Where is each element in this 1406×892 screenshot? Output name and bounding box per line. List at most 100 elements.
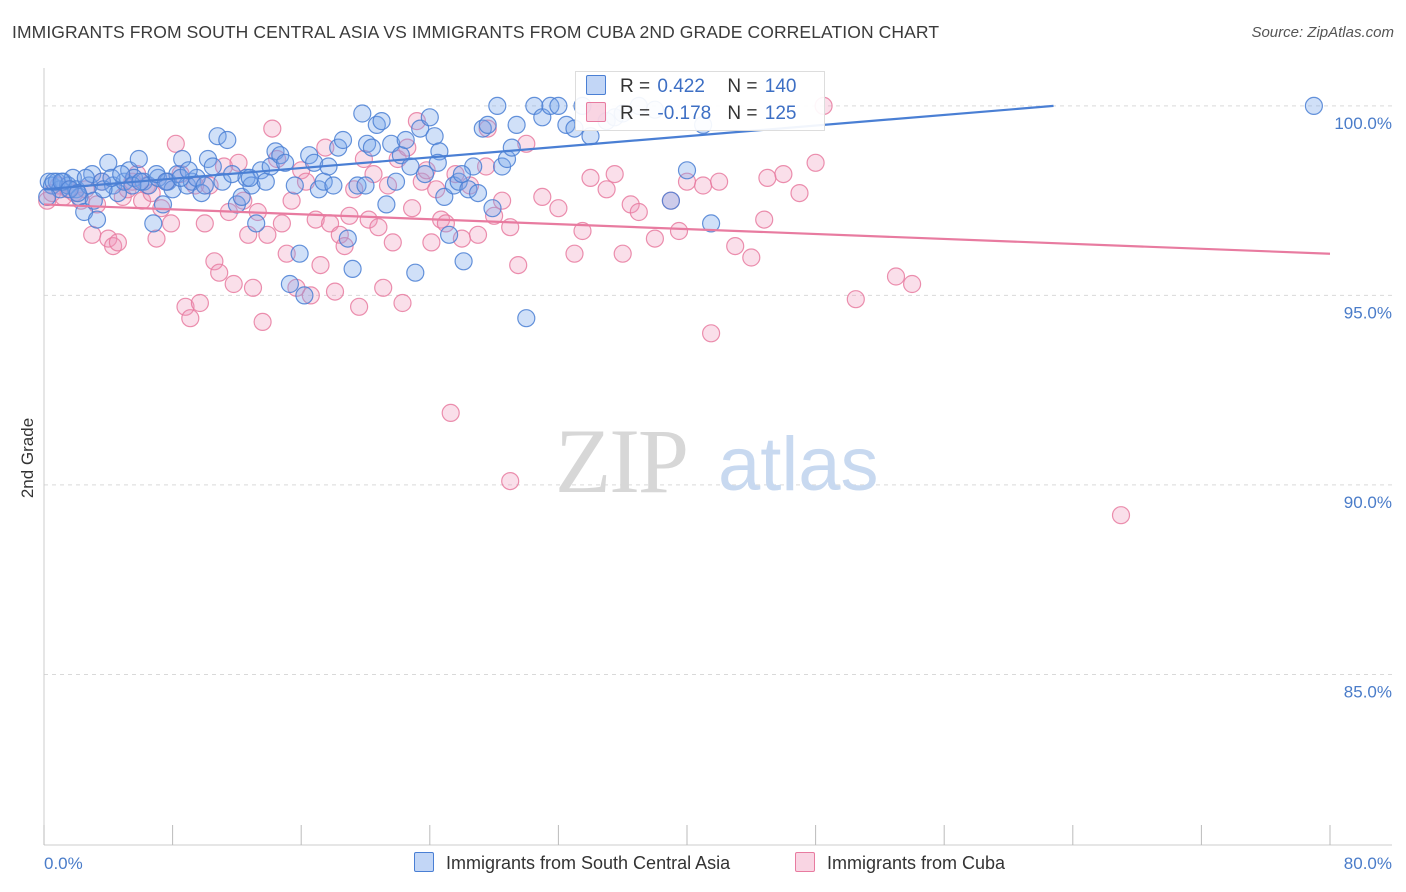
cuba-point [790,184,809,203]
legend-item-south-central-asia: Immigrants from South Central Asia [414,852,730,874]
stats-legend: R = 0.422 N = 140 R = -0.178 N = 125 [575,71,825,131]
south-central-asia-point [502,138,521,157]
cuba-point [83,225,102,244]
cuba-point [669,221,689,241]
south-central-asia-point [153,195,173,214]
legend-swatch-pink [586,102,606,122]
cuba-point [493,191,512,210]
south-central-asia-point [208,127,227,146]
cuba-point [161,214,181,233]
cuba-point [501,472,520,491]
cuba-point [509,256,528,275]
cuba-point [1111,506,1131,525]
south-central-asia-point [247,214,266,233]
cuba-point [190,293,209,313]
cuba-point [806,153,825,172]
legend-label: Immigrants from Cuba [827,853,1006,873]
south-central-asia-point [76,168,95,187]
cuba-point [726,237,745,256]
watermark-zip: ZIP [555,410,687,512]
south-central-asia-point [157,172,176,191]
cuba-point [316,138,335,157]
watermark: ZIP atlas [555,410,879,512]
south-central-asia-point [343,259,362,278]
south-central-asia-point [406,263,425,282]
y-tick-label: 90.0% [1344,493,1392,512]
y-tick-label: 100.0% [1334,114,1392,133]
cuba-point [886,267,906,286]
south-central-asia-point [377,195,396,214]
legend-n-label: N = [727,103,763,124]
cuba-point [359,210,378,229]
south-central-asia-point [218,130,237,150]
south-central-asia-point [338,229,357,248]
south-central-asia-point [68,184,87,203]
south-central-asia-point [468,184,488,203]
south-central-asia-point [549,96,568,116]
cuba-point [224,274,243,294]
cuba-point [758,168,777,187]
south-central-asia-point [179,161,198,180]
cuba-point [774,165,793,184]
cuba-point [605,165,624,184]
cuba-point [755,210,774,229]
legend-item-cuba: Immigrants from Cuba [795,852,1005,874]
x-tick-label: 0.0% [44,854,83,873]
south-central-asia-point [295,286,314,305]
legend-swatch-blue [414,852,434,872]
cuba-point [147,229,166,248]
south-central-asia-point [99,153,118,172]
legend-row-south-central-asia: R = 0.422 N = 140 [586,75,796,99]
south-central-asia-point [661,191,681,210]
cuba-point [229,153,248,172]
cuba-point [549,199,568,218]
y-tick-label: 95.0% [1344,303,1392,322]
cuba-point [581,168,600,187]
axes [43,68,1392,846]
cuba-point [533,187,552,206]
south-central-asia-point [415,165,435,184]
x-tick-label: 80.0% [1344,854,1392,873]
south-central-asia-point [290,244,309,263]
cuba-point [181,309,200,328]
watermark-atlas: atlas [718,422,879,507]
legend-label: Immigrants from South Central Asia [446,853,731,873]
south-central-asia-point [428,153,447,172]
south-central-asia-point [144,214,163,233]
cuba-point [108,233,128,252]
cuba-point [709,172,729,191]
south-central-asia-point [87,210,107,229]
south-central-asia-point [356,176,375,195]
legend-row-cuba: R = -0.178 N = 125 [586,102,796,126]
south-central-asia-point [396,130,415,150]
cuba-point [272,214,291,233]
south-central-asia-point [507,115,526,135]
south-central-asia-point [478,115,497,135]
south-central-asia-point [108,184,128,203]
south-central-asia-point [701,214,721,233]
south-central-asia-point [276,153,295,172]
south-central-asia-point [425,127,444,146]
cuba-point [166,134,185,153]
south-central-asia-point [362,138,381,157]
cuba-point [573,221,592,241]
cuba-point [195,214,214,233]
cuba-point [403,199,422,218]
south-central-asia-trend-line [43,104,1054,191]
legend-r-label: R = [620,103,656,124]
legend-r-label: R = [620,76,656,97]
cuba-point [205,252,224,271]
south-central-asia-point [517,309,536,328]
cuba-point [701,324,721,343]
south-central-asia-point [38,187,57,206]
cuba-point [243,278,263,297]
cuba-point [629,202,648,222]
south-central-asia-point [459,180,478,199]
cuba-point [311,256,330,275]
south-central-asia-point [242,176,261,195]
cuba-point [383,233,402,252]
cuba-point [277,244,296,263]
south-central-asia-point [285,176,304,195]
y-tick-label: 85.0% [1344,682,1392,701]
